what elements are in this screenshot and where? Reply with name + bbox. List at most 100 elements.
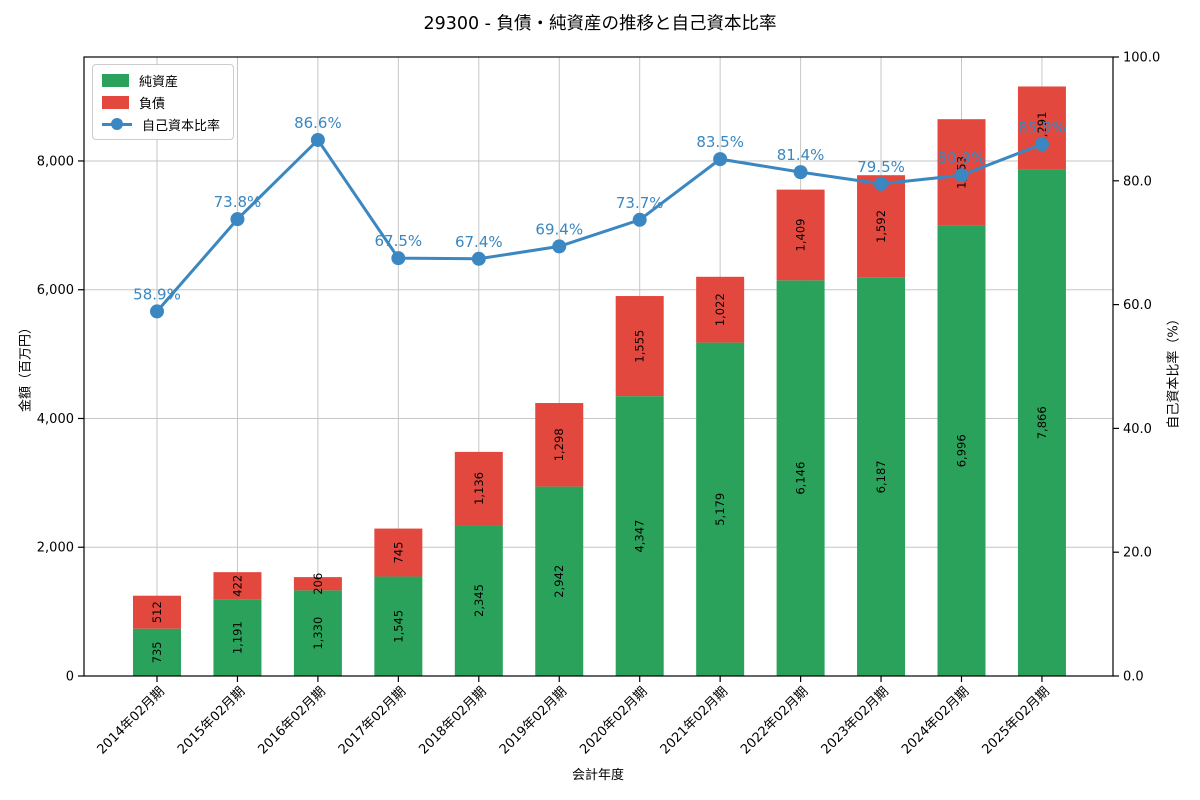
bar-value-label-liabilities: 1,592 [874,210,888,243]
bar-value-label-liabilities: 1,022 [713,293,727,326]
x-axis-tick-label: 2019年02月期 [497,684,570,757]
bar-segment-net-assets [454,525,503,676]
equity-ratio-marker [391,251,406,266]
equity-ratio-marker [954,168,969,183]
bar-segment-net-assets [857,277,906,676]
x-axis-tick-label: 2023年02月期 [819,684,892,757]
equity-ratio-label: 85.9% [1018,118,1066,136]
x-axis-tick-label: 2020年02月期 [577,684,650,757]
bar-value-label-net-assets: 2,345 [472,584,486,617]
x-axis-tick-label: 2017年02月期 [336,684,409,757]
left-axis-tick-label: 4,000 [37,412,74,427]
bar-value-label-liabilities: 1,409 [794,219,808,252]
equity-ratio-label: 73.7% [616,194,664,212]
bar-segment-liabilities [1017,86,1066,170]
x-axis-tick-label: 2025年02月期 [979,684,1052,757]
bar-value-label-liabilities: 745 [391,542,405,564]
bar-value-label-net-assets: 1,191 [230,621,244,654]
bar-segment-net-assets [535,486,584,676]
equity-ratio-label: 86.6% [294,114,342,132]
bar-segment-liabilities [696,276,745,343]
bar-value-label-liabilities: 1,291 [1035,112,1049,145]
bar-value-label-liabilities: 1,136 [472,472,486,505]
equity-ratio-label: 67.4% [455,233,503,251]
bar-value-label-net-assets: 5,179 [713,493,727,526]
equity-ratio-marker [310,132,325,147]
bar-value-label-liabilities: 1,298 [552,428,566,461]
y-axis-label-left: 金額（百万円） [18,321,34,413]
legend: 純資産 負債 自己資本比率 [92,64,235,140]
bar-segment-net-assets [615,396,664,676]
equity-ratio-label: 69.4% [535,220,583,238]
bar-value-label-net-assets: 6,146 [794,462,808,495]
x-axis-tick-label: 2022年02月期 [738,684,811,757]
right-axis-tick-label: 100.0 [1123,51,1160,66]
legend-label-liabilities: 負債 [139,96,166,112]
x-axis-tick-label: 2014年02月期 [95,684,168,757]
x-axis-tick-label: 2021年02月期 [658,684,731,757]
equity-ratio-line [155,137,1043,313]
equity-ratio-marker [874,176,889,191]
bar-value-label-liabilities: 1,555 [633,330,647,363]
equity-ratio-label: 83.5% [696,133,744,151]
left-axis-tick-label: 8,000 [37,154,74,169]
bar-segment-liabilities [857,175,906,278]
bar-segment-liabilities [535,403,584,487]
x-axis-tick-label: 2024年02月期 [899,684,972,757]
legend-item-liabilities: 負債 [102,94,220,112]
left-axis-tick-label: 2,000 [37,541,74,556]
equity-ratio-marker [632,212,647,227]
equity-ratio-label: 81.4% [777,146,825,164]
bar-segment-net-assets [937,225,986,676]
equity-ratio-marker [471,251,486,266]
equity-ratio-marker [713,152,728,167]
bar-value-label-net-assets: 7,866 [1035,406,1049,439]
equity-ratio-label: 79.5% [857,158,905,176]
legend-swatch-equity-ratio-icon [102,117,132,131]
chart-title: 29300 - 負債・純資産の推移と自己資本比率 [423,14,777,34]
right-axis-tick-label: 0.0 [1123,670,1144,685]
left-axis-tick-label: 0 [66,670,74,685]
equity-ratio-marker [1034,137,1049,152]
right-axis-tick-label: 80.0 [1123,174,1152,189]
equity-ratio-label: 58.9% [133,285,181,303]
equity-ratio-marker [150,304,164,319]
bar-value-label-net-assets: 6,187 [874,460,888,493]
bar-segment-net-assets [133,628,181,676]
y-axis-label-right: 自己資本比率（%） [1166,312,1182,429]
legend-label-net-assets: 純資産 [139,74,179,90]
x-axis-tick-label: 2018年02月期 [416,684,489,757]
legend-label-equity-ratio: 自己資本比率 [142,118,221,134]
equity-ratio-marker [230,212,245,227]
bar-segment-net-assets [776,280,825,676]
bar-value-label-net-assets: 6,996 [955,434,969,467]
bar-value-label-liabilities: 512 [150,601,164,623]
bar-segment-liabilities [293,577,342,591]
bar-segment-net-assets [213,599,262,676]
equity-ratio-label: 80.9% [938,149,986,167]
bar-segment-net-assets [696,342,745,676]
x-axis-label: 会計年度 [571,768,624,783]
bar-value-label-liabilities: 422 [230,575,244,597]
bar-segment-liabilities [776,189,825,281]
legend-swatch-liabilities-icon [102,95,129,109]
bar-value-label-liabilities: 206 [311,573,325,595]
bar-value-label-net-assets: 735 [150,641,164,663]
equity-ratio-label: 67.5% [375,232,423,250]
bar-segment-net-assets [293,590,342,676]
bar-value-label-net-assets: 4,347 [633,520,647,553]
legend-swatch-net-assets-icon [102,73,129,87]
legend-item-equity-ratio: 自己資本比率 [102,116,221,134]
legend-item-net-assets: 純資産 [102,72,220,90]
bar-segment-liabilities [454,451,503,526]
x-axis-tick-label: 2016年02月期 [255,684,328,757]
bar-segment-net-assets [1017,169,1066,676]
bar-segment-liabilities [374,528,423,577]
left-axis-tick-label: 6,000 [37,283,74,298]
bar-segment-net-assets [374,576,423,676]
equity-ratio-label: 73.8% [214,193,262,211]
equity-ratio-marker [552,239,567,254]
bar-value-label-net-assets: 1,330 [311,617,325,650]
